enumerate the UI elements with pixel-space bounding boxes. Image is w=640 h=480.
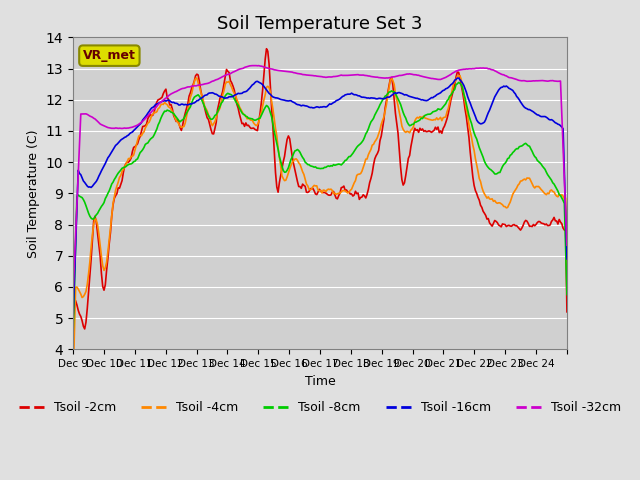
Tsoil -2cm (102, 282, 109, 288)
Tsoil -4cm (496, 200, 504, 206)
Tsoil -4cm (102, 265, 109, 271)
Tsoil -8cm (102, 196, 109, 202)
Tsoil -4cm (421, 115, 429, 121)
Tsoil -8cm (561, 201, 568, 206)
Line: Tsoil -32cm: Tsoil -32cm (73, 66, 567, 294)
Tsoil -2cm (563, 309, 571, 315)
Tsoil -16cm (421, 97, 429, 103)
Line: Tsoil -4cm: Tsoil -4cm (73, 75, 567, 382)
Tsoil -16cm (496, 85, 504, 91)
Tsoil -2cm (422, 129, 430, 134)
Tsoil -4cm (561, 196, 568, 202)
Tsoil -32cm (102, 123, 109, 129)
Tsoil -16cm (561, 169, 568, 175)
Line: Tsoil -16cm: Tsoil -16cm (73, 78, 567, 320)
Tsoil -32cm (561, 177, 568, 182)
Title: Soil Temperature Set 3: Soil Temperature Set 3 (217, 15, 423, 33)
Tsoil -8cm (323, 164, 331, 169)
Tsoil -32cm (563, 242, 571, 248)
Tsoil -8cm (86, 213, 93, 219)
Tsoil -8cm (455, 80, 463, 85)
Tsoil -16cm (323, 104, 331, 109)
Tsoil -8cm (563, 292, 571, 298)
Tsoil -2cm (262, 46, 270, 51)
Tsoil -8cm (69, 333, 77, 338)
Tsoil -2cm (561, 227, 568, 233)
Tsoil -16cm (563, 256, 571, 262)
Tsoil -32cm (69, 291, 77, 297)
Y-axis label: Soil Temperature (C): Soil Temperature (C) (27, 129, 40, 258)
Line: Tsoil -8cm: Tsoil -8cm (73, 83, 567, 336)
Tsoil -16cm (455, 75, 463, 81)
Tsoil -4cm (86, 259, 93, 265)
Tsoil -16cm (86, 184, 93, 190)
Tsoil -4cm (69, 379, 77, 384)
Tsoil -8cm (421, 112, 429, 118)
X-axis label: Time: Time (305, 374, 335, 387)
Tsoil -32cm (324, 74, 332, 80)
Legend: Tsoil -2cm, Tsoil -4cm, Tsoil -8cm, Tsoil -16cm, Tsoil -32cm: Tsoil -2cm, Tsoil -4cm, Tsoil -8cm, Tsoi… (14, 396, 626, 419)
Tsoil -4cm (323, 187, 331, 193)
Tsoil -16cm (69, 317, 77, 323)
Tsoil -8cm (496, 169, 504, 175)
Text: VR_met: VR_met (83, 49, 136, 62)
Tsoil -32cm (255, 63, 262, 69)
Line: Tsoil -2cm: Tsoil -2cm (73, 48, 567, 356)
Tsoil -4cm (563, 265, 571, 271)
Tsoil -32cm (422, 74, 430, 80)
Tsoil -2cm (496, 223, 504, 228)
Tsoil -2cm (86, 274, 93, 279)
Tsoil -2cm (69, 353, 77, 359)
Tsoil -32cm (496, 71, 504, 76)
Tsoil -16cm (102, 161, 109, 167)
Tsoil -4cm (456, 72, 464, 78)
Tsoil -32cm (86, 113, 93, 119)
Tsoil -2cm (324, 192, 332, 198)
